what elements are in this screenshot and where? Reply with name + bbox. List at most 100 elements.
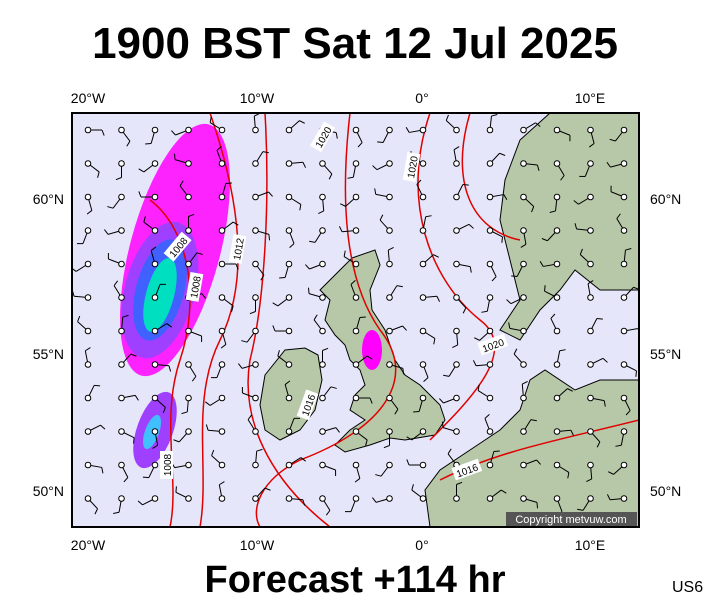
barb-flag [477,384,480,391]
barb-station [252,294,259,301]
barb-station [252,126,259,134]
wind-barbs [72,113,639,516]
barb-flag [260,274,265,281]
barb-station [285,126,293,134]
barb-flag [433,254,439,258]
barb-station [520,461,527,469]
barb-station [553,227,561,234]
barb-flag [539,261,544,267]
barb-station [453,394,460,402]
barb-flag [388,246,394,251]
barb-flag [608,471,614,475]
barb-flag [383,445,390,449]
barb-flag [256,448,263,452]
barb-flag [86,210,93,215]
barb-station [151,327,159,335]
copyright-box [506,512,637,526]
barb-flag [277,350,280,357]
barb-station [419,227,427,234]
barb-station [84,227,92,234]
barb-station [252,227,259,234]
barb-station [84,193,92,201]
barb-flag [372,165,378,171]
barb-station [486,361,494,368]
rain-area [362,330,382,370]
barb-station [218,294,226,301]
barb-station [84,160,92,167]
barb-flag [411,484,414,491]
barb-station [319,394,326,402]
lat-label: 50°N [33,483,64,499]
barb-station [285,461,293,469]
isobar [247,113,331,527]
barb-station [620,294,628,301]
barb-flag [394,408,399,415]
barb-station [319,160,326,167]
barb-station [151,428,159,435]
lat-label: 60°N [650,191,681,207]
barb-station [486,327,494,335]
barb-flag [406,436,413,441]
lon-label: 10°W [240,90,275,106]
barb-flag [416,179,422,185]
barb-station [218,327,226,335]
barb-flag [375,474,382,477]
barb-flag [493,450,500,453]
barb-flag [560,175,565,181]
barb-station [84,361,92,368]
barb-station [386,428,393,435]
barb-flag [396,285,403,288]
barb-flag [406,459,410,466]
lon-label: 20°W [71,90,106,106]
barb-flag [219,481,225,486]
barb-flag [232,221,239,226]
barb-flag [616,213,621,219]
barb-flag [499,152,506,156]
isobar-label: 1008 [189,275,204,299]
barb-flag [481,310,488,313]
barb-station [218,193,226,201]
barb-station [587,193,594,201]
barb-flag [307,287,310,294]
barb-flag [130,353,137,357]
barb-station [118,394,125,402]
barb-station [553,495,561,502]
barb-flag [350,280,356,285]
barb-flag [211,449,215,456]
barb-station [486,394,494,402]
barb-station [218,160,226,167]
barb-station [520,227,527,234]
barb-flag [205,424,209,431]
barb-flag [462,184,469,186]
barb-station [352,327,360,335]
barb-station [386,495,393,502]
barb-station [218,126,226,134]
barb-station [218,495,226,502]
barb-flag [536,164,540,171]
barb-flag [173,153,176,160]
barb-flag [115,177,122,181]
barb-flag [325,510,331,516]
isobar-label: 1012 [232,237,247,261]
barb-flag [249,311,256,315]
barb-flag [436,296,441,302]
barb-flag [113,280,119,286]
barb-station [587,227,594,234]
barb-flag [209,116,212,123]
barb-flag [268,234,271,241]
barb-flag [335,132,338,139]
barb-station [587,260,594,268]
barb-station [553,428,561,435]
barb-flag [94,508,98,515]
barb-station [587,461,594,469]
barb-flag [453,146,460,151]
isobar-label: 1020 [406,155,421,179]
barb-station [319,327,326,335]
barb-station [185,260,192,268]
barb-station [151,495,159,502]
barb-station [553,327,561,335]
barb-station [151,361,159,368]
barb-flag [402,325,407,331]
barb-flag [441,421,444,428]
barb-flag [309,240,316,243]
